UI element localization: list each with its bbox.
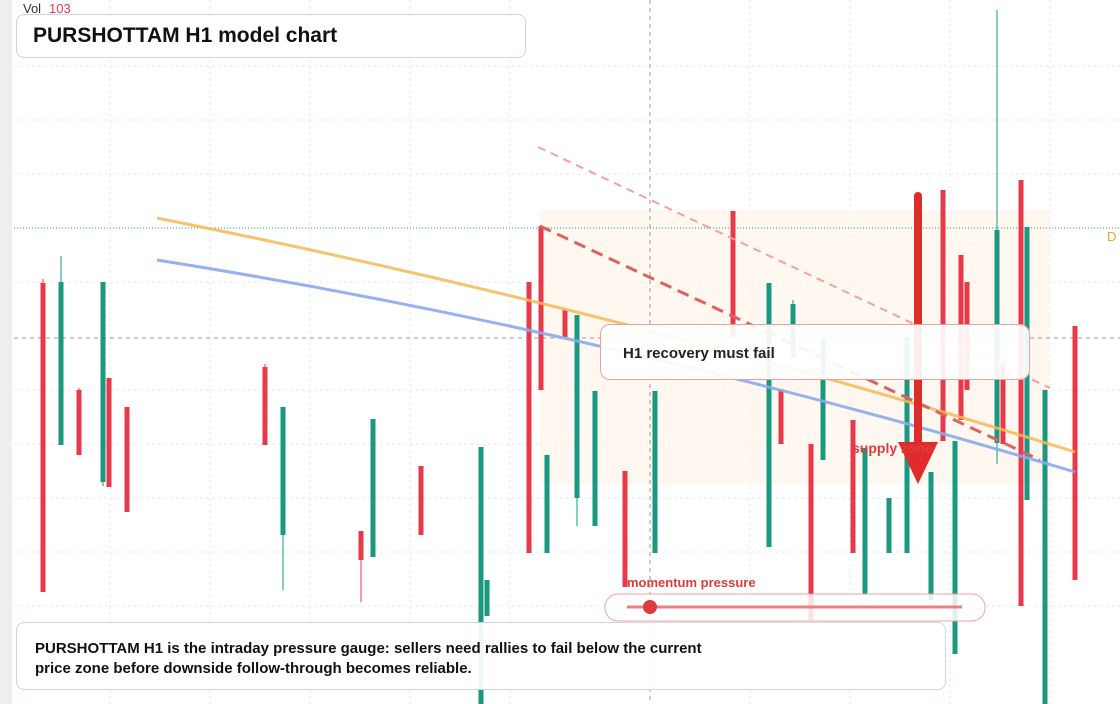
candle-body bbox=[478, 447, 484, 704]
candle-body bbox=[574, 315, 580, 498]
candle-body bbox=[100, 282, 106, 482]
candle-body bbox=[544, 455, 550, 553]
title: PURSHOTTAM H1 model chart bbox=[16, 14, 526, 58]
candle-body bbox=[262, 367, 268, 445]
candle-body bbox=[58, 282, 64, 445]
candle-body bbox=[778, 390, 784, 444]
candle-body bbox=[526, 282, 532, 553]
candle-body bbox=[1018, 180, 1024, 606]
candle-body bbox=[538, 226, 544, 390]
candle-body bbox=[76, 390, 82, 455]
candle-body bbox=[730, 211, 736, 337]
candle-body bbox=[940, 190, 946, 441]
candle-body bbox=[850, 420, 856, 553]
candle-body bbox=[952, 441, 958, 654]
candle-body bbox=[562, 310, 568, 337]
candle-body bbox=[124, 407, 130, 512]
zone-label: supply zone bbox=[852, 440, 933, 456]
candle-body bbox=[652, 391, 658, 553]
candle-body bbox=[1072, 326, 1078, 580]
candle-body bbox=[418, 466, 424, 535]
candle-body bbox=[808, 444, 814, 620]
arrow-head bbox=[898, 442, 938, 484]
candle-body bbox=[358, 531, 364, 560]
candle-body bbox=[1042, 390, 1048, 704]
dash-line-light bbox=[537, 146, 1051, 389]
candle-body bbox=[928, 472, 934, 600]
candle-body bbox=[40, 283, 46, 592]
left-edge bbox=[0, 0, 12, 704]
gauge-label: momentum pressure bbox=[627, 575, 756, 590]
candle-body bbox=[280, 407, 286, 535]
candle-body bbox=[862, 448, 868, 594]
candle-body bbox=[622, 471, 628, 587]
note: PURSHOTTAM H1 is the intraday pressure g… bbox=[16, 622, 946, 690]
trend-orange bbox=[156, 216, 1076, 454]
vol-label: Vol bbox=[23, 1, 41, 16]
candle-body bbox=[886, 498, 892, 553]
price-tag: D bbox=[1107, 229, 1116, 244]
gauge-knob bbox=[643, 600, 657, 614]
candle-body bbox=[592, 391, 598, 526]
candle-body bbox=[370, 419, 376, 557]
candle-body bbox=[820, 338, 826, 460]
candle-body bbox=[484, 580, 490, 616]
candle-body bbox=[106, 378, 112, 487]
note-text: PURSHOTTAM H1 is the intraday pressure g… bbox=[35, 640, 702, 677]
vol-value: 103 bbox=[49, 1, 71, 16]
callout: H1 recovery must fail bbox=[600, 324, 1030, 380]
candle-body bbox=[766, 283, 772, 547]
candle-body bbox=[1000, 363, 1006, 444]
